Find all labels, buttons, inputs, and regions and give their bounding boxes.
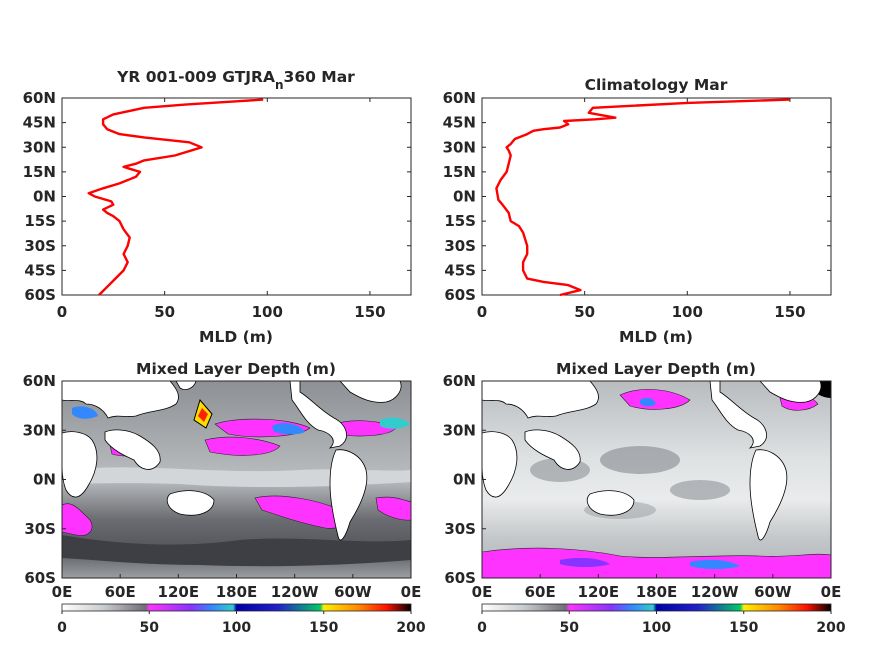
panel-2-title: Climatology Mar — [585, 76, 728, 94]
y-tick-label: 45N — [23, 114, 56, 132]
colorbar-tick-label: 200 — [396, 620, 425, 636]
x-tick-label: 60E — [105, 583, 136, 601]
y-tick-label: 60S — [24, 286, 56, 304]
panel-3-colorbar — [61, 603, 412, 612]
y-tick-label: 30N — [443, 138, 476, 156]
colorbar-tick-label: 50 — [560, 620, 580, 636]
panel-1-model-profile: YR 001-009 GTJRAn360 Mar 60N 45N 30N 15N 0N 1… — [23, 68, 412, 346]
y-tick-label: 15S — [444, 212, 476, 230]
y-tick-label: 0N — [33, 188, 56, 206]
panel-1-x-ticks: 0 50 100 150 — [57, 98, 386, 321]
mld-profile-line — [495, 98, 790, 297]
panel-2-series — [495, 98, 790, 297]
colorbar-tick-label: 150 — [309, 620, 338, 636]
panel-4-y-ticks: 60N 30N 0N 30S 60S — [443, 372, 486, 587]
colorbar-tick-label: 150 — [729, 620, 758, 636]
panel-2-xlabel: MLD (m) — [619, 328, 693, 346]
y-tick-label: 60N — [443, 89, 476, 107]
panel-1-y-ticks: 60N 45N 30N 15N 0N 15S 30S 45S 60S — [23, 89, 411, 304]
x-tick-label: 50 — [574, 303, 595, 321]
x-tick-label: 60E — [525, 583, 556, 601]
colorbar-tick-label: 0 — [57, 620, 67, 636]
x-tick-label: 50 — [154, 303, 175, 321]
panel-3-colorbar-ticks: 0 50 100 150 200 — [57, 611, 426, 636]
y-tick-label: 0N — [453, 471, 476, 489]
x-tick-label: 120W — [271, 583, 319, 601]
panel-4-x-ticks: 0E 60E 120E 180E 120W 60W 0E — [472, 574, 842, 601]
y-tick-label: 30N — [23, 421, 56, 439]
x-tick-label: 100 — [672, 303, 703, 321]
panel-1-axes — [61, 97, 412, 296]
panel-4-title: Mixed Layer Depth (m) — [556, 360, 756, 378]
panel-1-xlabel: MLD (m) — [199, 328, 273, 346]
panel-2-y-ticks: 60N 45N 30N 15N 0N 15S 30S 45S 60S — [443, 89, 831, 304]
panel-2-climatology-profile: Climatology Mar 60N45N30N15N0N15S30S45S6… — [443, 76, 832, 346]
x-tick-label: 0E — [472, 583, 493, 601]
panel-2-x-ticks: 0 50 100 150 — [477, 98, 806, 321]
x-tick-label: 60W — [334, 583, 372, 601]
y-tick-label: 60N — [23, 372, 56, 390]
y-tick-label: 30N — [443, 421, 476, 439]
x-tick-label: 150 — [354, 303, 385, 321]
panel-3-y-ticks: 60N 30N 0N 30S 60S — [23, 372, 66, 587]
x-tick-label: 60W — [754, 583, 792, 601]
panel-3-x-ticks: 0E 60E 120E 180E 120W 60W 0E — [52, 574, 422, 601]
x-tick-label: 0E — [821, 583, 842, 601]
colorbar-tick-label: 100 — [222, 620, 251, 636]
y-tick-label: 60S — [444, 569, 476, 587]
y-tick-label: 60N — [23, 89, 56, 107]
colorbar-tick-label: 200 — [816, 620, 845, 636]
panel-4-colorbar-ticks: 0 50 100 150 200 — [477, 611, 846, 636]
y-tick-label: 45N — [443, 114, 476, 132]
x-tick-label: 120E — [158, 583, 200, 601]
panel-4-colorbar — [481, 603, 832, 612]
colorbar-tick-label: 100 — [642, 620, 671, 636]
x-tick-label: 120W — [691, 583, 739, 601]
y-tick-label: 30S — [24, 237, 56, 255]
y-tick-label: 0N — [33, 471, 56, 489]
y-tick-label: 45S — [444, 261, 476, 279]
colorbar-tick-label: 50 — [140, 620, 160, 636]
y-tick-label: 30S — [444, 237, 476, 255]
panel-2-axes — [481, 97, 832, 296]
y-tick-label: 15N — [23, 163, 56, 181]
y-tick-label: 60S — [24, 569, 56, 587]
y-tick-label: 15S — [24, 212, 56, 230]
y-tick-label: 0N — [453, 188, 476, 206]
y-tick-label: 30N — [23, 138, 56, 156]
y-tick-label: 15N — [443, 163, 476, 181]
colorbar-tick-label: 0 — [477, 620, 487, 636]
x-tick-label: 120E — [578, 583, 620, 601]
panel-3-map-field — [62, 381, 411, 578]
panel-4-map-field — [482, 381, 831, 578]
y-tick-label: 60N — [443, 372, 476, 390]
x-tick-label: 180E — [216, 583, 258, 601]
x-tick-label: 100 — [252, 303, 283, 321]
panel-3-title: Mixed Layer Depth (m) — [136, 360, 336, 378]
x-tick-label: 150 — [774, 303, 805, 321]
panel-1-series — [87, 98, 264, 296]
y-tick-label: 30S — [444, 520, 476, 538]
x-tick-label: 0E — [52, 583, 73, 601]
panel-1-title: YR 001-009 GTJRAn360 Mar — [116, 68, 355, 92]
mld-profile-line — [87, 98, 264, 296]
x-tick-label: 0 — [477, 303, 487, 321]
y-tick-label: 30S — [24, 520, 56, 538]
x-tick-label: 0E — [401, 583, 422, 601]
y-tick-label: 60S — [444, 286, 476, 304]
x-tick-label: 180E — [636, 583, 678, 601]
panel-3-model-map: Mixed Layer Depth (m) — [23, 360, 426, 636]
x-tick-label: 0 — [57, 303, 67, 321]
y-tick-label: 45S — [24, 261, 56, 279]
